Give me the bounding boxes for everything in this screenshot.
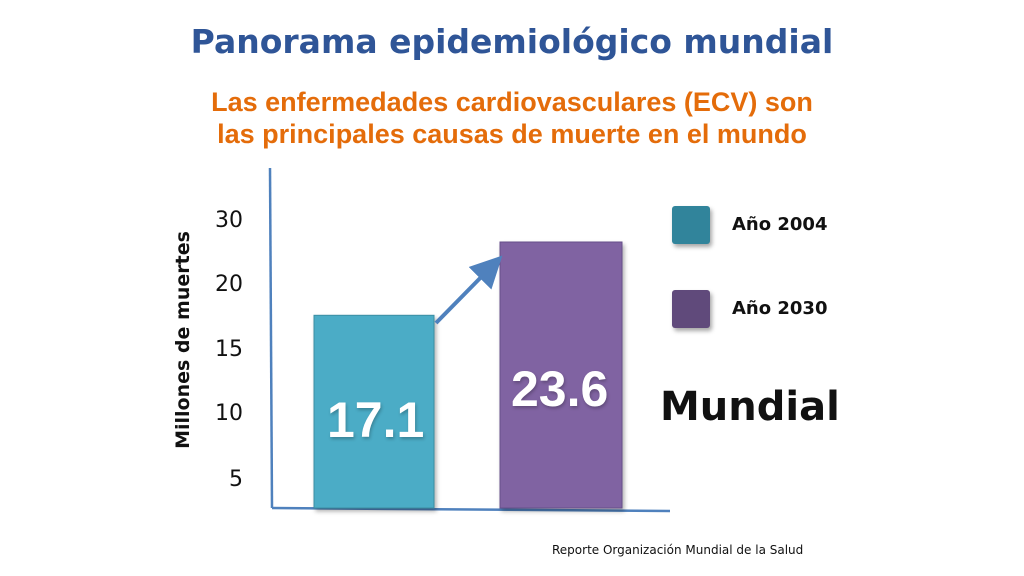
y-tick-label: 5 <box>229 467 243 492</box>
region-annotation: Mundial <box>660 384 840 430</box>
subtitle-line-1: Las enfermedades cardiovasculares (ECV) … <box>211 87 813 117</box>
bar-2004 <box>313 314 435 509</box>
page-subtitle: Las enfermedades cardiovasculares (ECV) … <box>0 86 1024 150</box>
bar-value-label-2030: 23.6 <box>511 361 609 417</box>
y-axis-line <box>268 167 274 509</box>
source-citation: Reporte Organización Mundial de la Salud <box>552 543 804 557</box>
y-tick-label: 30 <box>215 208 243 233</box>
x-axis-line <box>271 506 671 513</box>
legend-swatch <box>672 206 710 244</box>
legend-swatch <box>672 290 710 328</box>
legend-label: Año 2030 <box>732 298 828 319</box>
y-tick-label: 20 <box>215 272 243 297</box>
bar-2030 <box>499 241 623 509</box>
bar-value-label-2004: 17.1 <box>327 392 425 448</box>
y-tick-label: 15 <box>215 337 243 362</box>
subtitle-line-2: las principales causas de muerte en el m… <box>217 119 807 149</box>
page-title: Panorama epidemiológico mundial <box>190 22 834 61</box>
y-tick-label: 10 <box>215 401 243 426</box>
trend-arrow <box>434 255 503 325</box>
legend-label: Año 2004 <box>732 214 828 235</box>
